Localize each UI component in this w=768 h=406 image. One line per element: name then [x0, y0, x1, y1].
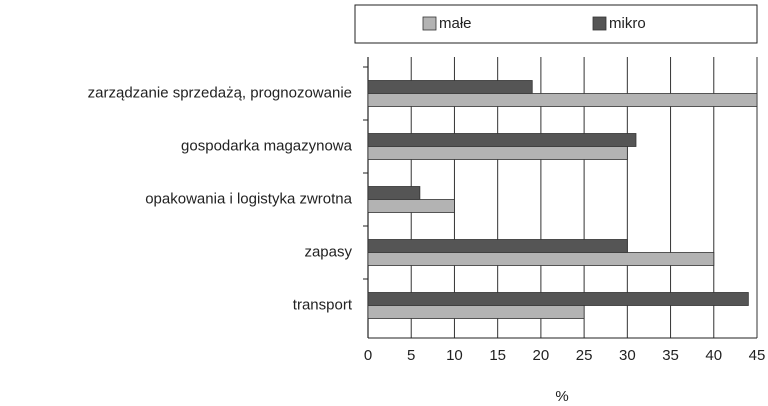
bar — [367, 305, 585, 319]
legend-swatch — [592, 16, 607, 31]
x-tick-label: 5 — [407, 347, 415, 364]
y-tick-label: zapasy — [304, 243, 352, 260]
x-tick-label: 45 — [749, 347, 766, 364]
bar — [367, 133, 637, 147]
bar — [367, 199, 455, 213]
x-tick-label: 15 — [489, 347, 506, 364]
y-tick-label: gospodarka magazynowa — [181, 137, 353, 154]
y-tick-label: transport — [293, 296, 353, 313]
bar — [367, 252, 715, 266]
bar — [367, 292, 749, 306]
bar — [367, 239, 628, 253]
x-tick-label: 30 — [619, 347, 636, 364]
x-tick-label: 25 — [576, 347, 593, 364]
legend-swatch — [422, 16, 437, 31]
bar — [367, 146, 628, 160]
x-axis-label: % — [555, 388, 568, 405]
bar — [367, 80, 533, 94]
x-tick-label: 10 — [446, 347, 463, 364]
x-tick-label: 35 — [662, 347, 679, 364]
legend-label: mikro — [609, 15, 646, 32]
legend-label: małe — [439, 15, 472, 32]
x-tick-label: 20 — [533, 347, 550, 364]
bar — [367, 93, 758, 107]
x-tick-label: 0 — [364, 347, 372, 364]
y-tick-label: opakowania i logistyka zwrotna — [145, 190, 352, 207]
y-tick-label: zarządzanie sprzedażą, prognozowanie — [88, 84, 352, 101]
bar — [367, 186, 421, 200]
legend-box — [354, 4, 758, 44]
x-tick-label: 40 — [705, 347, 722, 364]
